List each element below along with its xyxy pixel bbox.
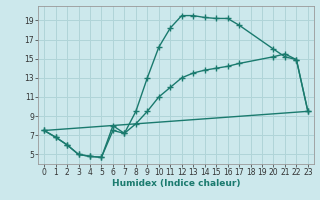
X-axis label: Humidex (Indice chaleur): Humidex (Indice chaleur) xyxy=(112,179,240,188)
